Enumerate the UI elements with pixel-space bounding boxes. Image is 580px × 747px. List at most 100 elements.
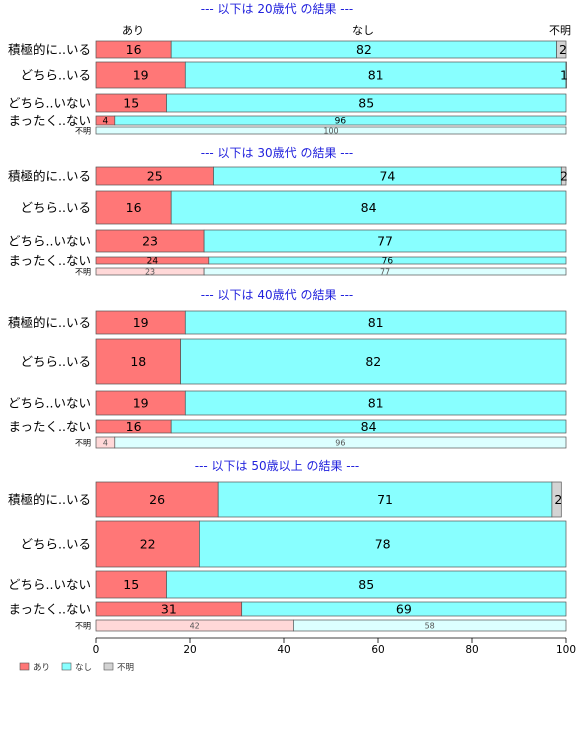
data-label-nashi-p2-r5: 77 <box>380 267 390 276</box>
row-label-dochira-iru: どちら..いる <box>21 354 91 369</box>
legend-swatch-nashi <box>61 662 72 671</box>
row-label-sekkyoku-iru: 積極的に..いる <box>8 315 91 330</box>
bar-segment-nashi-p1-r2 <box>184 61 567 89</box>
row-label-dochira-iru: どちら..いる <box>21 68 91 83</box>
bar-segment-nashi-p3-r2 <box>180 338 567 385</box>
bar-segment-nashi-p2-r3 <box>203 229 567 253</box>
data-label-nashi-p4-r3: 85 <box>358 577 374 592</box>
bar-segment-ari-p3-r2 <box>95 338 181 385</box>
column-header-nashi: なし <box>352 24 374 37</box>
bar-segment-fumei-p1-r2 <box>565 61 567 89</box>
data-label-ari-p4-r1: 26 <box>149 492 165 507</box>
legend-swatch-ari <box>19 662 30 671</box>
data-label-ari-p4-r5: 42 <box>190 621 200 630</box>
row-label-fumei: 不明 <box>75 622 91 631</box>
x-tick-label-60: 60 <box>371 644 384 656</box>
panel-title-3: --- 以下は 40歳代 の結果 --- <box>201 288 354 302</box>
data-label-ari-p1-r1: 16 <box>126 42 142 57</box>
data-label-nashi-p4-r1: 71 <box>377 492 393 507</box>
data-label-ari-p3-r4: 16 <box>126 419 142 434</box>
data-label-nashi-p2-r1: 74 <box>379 169 395 184</box>
data-label-ari-p2-r2: 16 <box>126 200 142 215</box>
data-label-nashi-p1-r1: 82 <box>356 42 372 57</box>
row-label-dochira-inai: どちら..いない <box>8 396 91 411</box>
panel-title-4: --- 以下は 50歳以上 の結果 --- <box>195 459 360 473</box>
x-tick-label-80: 80 <box>465 644 478 656</box>
x-tick-label-40: 40 <box>277 644 290 656</box>
row-label-fumei: 不明 <box>75 439 91 448</box>
data-label-nashi-p1-r3: 85 <box>358 96 374 111</box>
row-label-mattaku-nai: まったく..ない <box>9 113 91 128</box>
data-label-ari-p2-r5: 23 <box>145 267 155 276</box>
row-label-sekkyoku-iru: 積極的に..いる <box>8 492 91 507</box>
bar-segment-nashi-p4-r4 <box>241 601 567 617</box>
data-label-nashi-p3-r1: 81 <box>368 315 384 330</box>
legend-label-nashi: なし <box>75 663 92 673</box>
data-label-ari-p3-r5: 4 <box>103 438 108 447</box>
data-label-ari-p2-r3: 23 <box>142 234 158 249</box>
data-label-ari-p3-r2: 18 <box>130 354 146 369</box>
data-label-nashi-p2-r4: 76 <box>382 257 394 267</box>
bar-segment-nashi-p2-r5 <box>203 267 567 276</box>
row-label-mattaku-nai: まったく..ない <box>9 419 91 434</box>
bar-segment-nashi-p3-r5 <box>114 436 567 449</box>
bar-segment-nashi-p4-r5 <box>293 619 567 632</box>
bar-segment-ari-p3-r3 <box>95 390 186 416</box>
data-label-nashi-p2-r2: 84 <box>361 200 377 215</box>
data-label-fumei-p4-r1: 2 <box>554 492 562 507</box>
data-label-nashi-p3-r5: 96 <box>335 438 345 447</box>
row-label-fumei: 不明 <box>75 268 91 277</box>
column-header-fumei: 不明 <box>549 24 571 37</box>
bar-segment-nashi-p1-r3 <box>166 93 567 113</box>
data-label-nashi-p4-r5: 58 <box>425 621 435 630</box>
data-label-fumei-p2-r1: 2 <box>560 169 568 184</box>
row-label-dochira-inai: どちら..いない <box>8 577 91 592</box>
data-label-fumei-p1-r1: 2 <box>559 42 567 57</box>
bar-segment-nashi-p4-r3 <box>166 570 567 599</box>
bar-segment-nashi-p3-r3 <box>184 390 567 416</box>
data-label-ari-p4-r3: 15 <box>123 577 139 592</box>
bar-segment-ari-p4-r3 <box>95 570 167 599</box>
legend-label-fumei: 不明 <box>117 663 134 673</box>
data-label-fumei-p1-r2: 1 <box>560 68 568 83</box>
data-label-ari-p2-r4: 24 <box>147 257 159 267</box>
data-label-nashi-p1-r4: 96 <box>335 117 347 127</box>
row-label-sekkyoku-iru: 積極的に..いる <box>8 42 91 57</box>
bar-segment-ari-p4-r1 <box>95 481 219 518</box>
data-label-ari-p2-r1: 25 <box>147 169 163 184</box>
bar-segment-fumei-p2-r1 <box>560 166 567 186</box>
row-label-dochira-iru: どちら..いる <box>21 200 91 215</box>
bar-segment-nashi-p3-r4 <box>170 419 567 434</box>
row-label-dochira-inai: どちら..いない <box>8 234 91 249</box>
bar-segment-nashi-p1-r5 <box>95 126 567 135</box>
row-label-dochira-inai: どちら..いない <box>8 96 91 111</box>
bar-segment-nashi-p1-r4 <box>114 115 567 126</box>
data-label-ari-p1-r4: 4 <box>103 117 109 127</box>
row-label-fumei: 不明 <box>75 127 91 136</box>
data-label-ari-p3-r3: 19 <box>133 396 149 411</box>
bar-segment-fumei-p1-r1 <box>556 40 567 59</box>
bar-segment-fumei-p4-r1 <box>551 481 562 518</box>
data-label-nashi-p1-r2: 81 <box>368 68 384 83</box>
panel-title-1: --- 以下は 20歳代 の結果 --- <box>201 2 354 16</box>
bar-segment-nashi-p3-r1 <box>184 310 567 335</box>
data-label-nashi-p4-r2: 78 <box>375 537 391 552</box>
data-label-nashi-p4-r4: 69 <box>396 602 412 617</box>
row-label-sekkyoku-iru: 積極的に..いる <box>8 169 91 184</box>
data-label-nashi-p3-r4: 84 <box>361 419 377 434</box>
bar-segment-ari-p2-r2 <box>95 190 172 225</box>
row-label-dochira-iru: どちら..いる <box>21 537 91 552</box>
row-label-mattaku-nai: まったく..ない <box>9 253 91 268</box>
bar-segment-nashi-p2-r4 <box>208 256 567 265</box>
data-label-nashi-p3-r2: 82 <box>365 354 381 369</box>
data-label-nashi-p2-r3: 77 <box>377 234 393 249</box>
data-label-nashi-p3-r3: 81 <box>368 396 384 411</box>
data-label-ari-p4-r2: 22 <box>140 537 156 552</box>
data-label-ari-p1-r3: 15 <box>123 96 139 111</box>
data-label-ari-p1-r2: 19 <box>133 68 149 83</box>
legend-label-ari: あり <box>33 663 50 673</box>
row-label-mattaku-nai: まったく..ない <box>9 602 91 617</box>
panel-title-2: --- 以下は 30歳代 の結果 --- <box>201 146 354 160</box>
x-tick-label-100: 100 <box>556 644 576 656</box>
